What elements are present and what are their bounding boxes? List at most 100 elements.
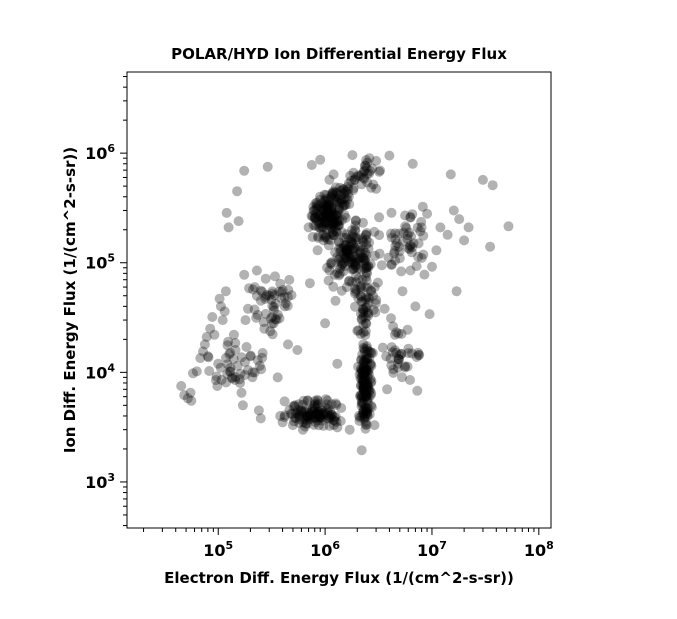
data-point [312,394,323,405]
data-point [368,304,379,315]
data-point [332,197,342,208]
data-point [191,366,202,377]
data-point [341,247,352,257]
data-point [334,263,345,274]
data-point [358,217,368,228]
data-point [321,232,332,243]
data-point [424,309,435,320]
data-point [353,273,364,284]
data-point [277,417,288,428]
data-point [304,410,314,421]
data-point [325,235,336,246]
data-point [212,381,223,391]
data-point [413,238,424,249]
data-point [329,210,340,221]
data-point [222,359,233,370]
data-point [270,314,281,325]
data-point [347,258,358,269]
data-point [353,361,364,372]
data-point [364,352,375,363]
data-point [394,253,405,264]
data-point [304,410,315,421]
data-point [327,226,338,237]
data-point [296,405,307,416]
data-point [356,397,367,408]
data-point [354,254,365,264]
data-point [313,406,324,417]
data-point [345,170,356,181]
data-point [358,172,369,183]
data-point [264,290,275,301]
data-point [317,402,328,413]
data-point [336,285,347,296]
data-point [321,209,331,220]
data-point [363,392,374,403]
data-point [358,237,369,248]
data-point [346,256,357,267]
data-point [359,372,370,383]
data-point [360,419,371,430]
data-point [346,175,357,186]
data-point [266,294,277,305]
data-point [323,208,334,218]
data-point [207,312,218,322]
data-point [255,413,266,424]
data-point [305,411,316,421]
data-point [322,408,333,418]
data-point [315,191,325,202]
data-point [318,229,329,240]
data-point [358,339,369,350]
data-point [324,174,335,185]
data-point [283,284,294,295]
data-point [314,411,325,421]
data-point [360,402,371,413]
data-point [388,321,399,332]
data-point [344,276,354,287]
data-point [396,348,407,359]
data-point [355,248,366,258]
data-point [355,380,366,391]
data-point [357,376,368,387]
data-point [407,209,418,220]
data-point [459,235,470,246]
data-point [361,292,372,303]
data-point [350,172,361,182]
data-point [353,293,364,304]
data-point [350,215,361,226]
data-point [396,329,407,339]
data-point [279,396,290,407]
y-axis-label: Ion Diff. Energy Flux (1/(cm^2-s-sr)) [61,147,79,453]
data-point [310,417,321,427]
data-point [245,350,256,361]
data-point [358,380,369,391]
data-point [339,249,349,259]
data-point [332,208,343,218]
data-point [369,226,380,237]
data-point [351,255,362,265]
data-point [330,247,341,258]
data-point [359,355,369,366]
data-point [308,201,319,212]
data-point [334,270,344,281]
data-point [356,313,367,324]
data-point [321,409,332,420]
data-point [307,211,318,222]
data-point [344,257,355,268]
data-point [222,368,233,379]
data-point [306,160,317,170]
data-point [322,205,333,216]
data-point [343,256,354,267]
data-point [319,195,330,206]
data-point [363,384,373,395]
data-point [317,222,328,233]
data-point [235,378,246,388]
data-point [324,219,334,230]
data-point [280,298,291,309]
data-point [317,415,327,426]
data-point [315,209,326,220]
data-point [335,182,345,193]
data-point [361,406,372,416]
data-point [324,201,335,212]
data-point [331,187,342,198]
data-point [351,232,362,243]
